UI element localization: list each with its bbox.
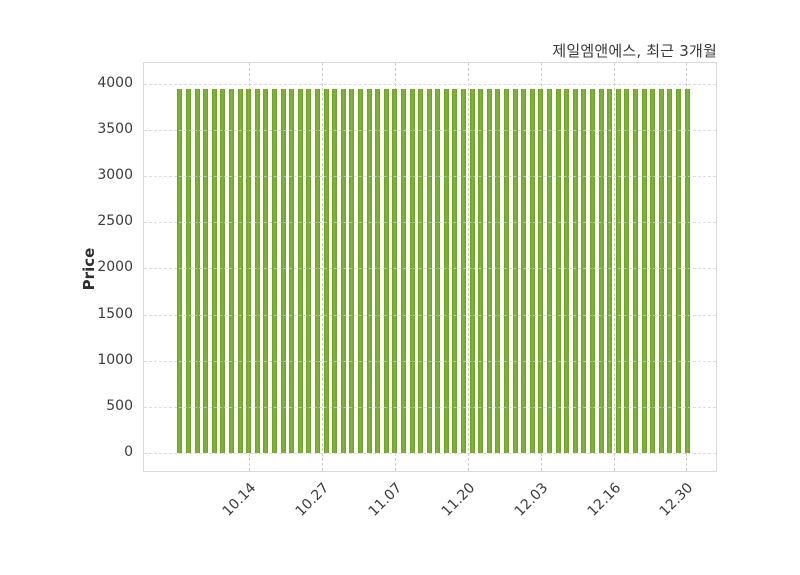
bar-16 — [314, 88, 320, 453]
bar-20 — [349, 88, 355, 453]
v-gridline-12.16 — [613, 63, 615, 471]
bar-43 — [547, 88, 552, 453]
bar-57 — [667, 88, 673, 453]
h-gridline-overlay-3000 — [144, 176, 716, 178]
bar-40 — [521, 88, 527, 453]
bar-25 — [392, 88, 398, 453]
bar-41 — [529, 88, 535, 453]
bar-48 — [589, 88, 595, 453]
bar-33 — [461, 88, 467, 453]
bar-29 — [426, 88, 432, 453]
bar-0 — [177, 88, 183, 453]
bar-52 — [624, 88, 630, 453]
bar-4 — [211, 88, 217, 453]
bar-8 — [246, 88, 252, 453]
y-tick-2500: 2500 — [97, 213, 133, 230]
h-gridline-overlay-4000 — [144, 84, 716, 86]
bar-51 — [615, 88, 621, 453]
bar-12 — [280, 88, 286, 453]
h-gridline-overlay-500 — [144, 406, 716, 408]
bar-2 — [194, 88, 200, 453]
bar-28 — [418, 88, 424, 453]
bar-10 — [263, 88, 269, 453]
bar-36 — [486, 88, 492, 453]
bar-50 — [607, 88, 613, 453]
bar-39 — [512, 88, 518, 453]
bar-18 — [332, 88, 338, 453]
bar-5 — [220, 88, 226, 453]
bar-11 — [272, 88, 278, 453]
bar-44 — [555, 88, 561, 453]
bar-45 — [564, 88, 570, 453]
h-gridline-overlay-3500 — [144, 130, 716, 132]
x-tick-10.27: 10.27 — [292, 480, 333, 520]
v-gridline-10.27 — [321, 63, 323, 471]
y-tick-3500: 3500 — [97, 121, 133, 138]
bar-15 — [306, 88, 312, 453]
x-tick-11.07: 11.07 — [365, 480, 406, 520]
x-tick-12.03: 12.03 — [511, 480, 551, 520]
bar-38 — [504, 88, 510, 453]
h-gridline-overlay-0 — [144, 452, 716, 454]
bar-21 — [357, 88, 363, 453]
y-tick-1500: 1500 — [97, 305, 133, 322]
bar-24 — [383, 88, 389, 453]
bar-3 — [203, 88, 209, 453]
bar-26 — [400, 88, 406, 453]
bar-23 — [375, 88, 381, 453]
bar-55 — [650, 88, 656, 453]
bar-32 — [452, 88, 458, 453]
y-tick-4000: 4000 — [97, 75, 133, 92]
bar-35 — [478, 88, 484, 453]
y-tick-500: 500 — [106, 397, 133, 414]
bar-17 — [323, 88, 329, 453]
bar-22 — [366, 88, 372, 453]
bar-54 — [641, 88, 647, 453]
bar-6 — [229, 88, 235, 453]
bar-47 — [581, 88, 587, 453]
bar-56 — [658, 88, 664, 453]
h-gridline-overlay-2500 — [144, 222, 716, 224]
bar-34 — [469, 88, 475, 453]
bar-42 — [538, 88, 544, 453]
bar-31 — [443, 88, 449, 453]
v-gridline-11.20 — [467, 63, 469, 471]
bar-9 — [254, 88, 260, 453]
plot-area — [143, 62, 717, 472]
bar-14 — [297, 88, 303, 453]
x-tick-11.20: 11.20 — [438, 480, 479, 520]
bar-49 — [598, 88, 604, 453]
bar-27 — [409, 88, 415, 453]
h-gridline-overlay-2000 — [144, 268, 716, 270]
y-tick-3000: 3000 — [97, 167, 133, 184]
x-tick-10.14: 10.14 — [219, 480, 260, 520]
bar-59 — [684, 88, 690, 453]
bar-19 — [340, 88, 346, 453]
bar-46 — [572, 88, 578, 453]
x-tick-12.16: 12.16 — [584, 480, 624, 520]
h-gridline-overlay-1000 — [144, 360, 716, 362]
bar-58 — [675, 88, 681, 453]
x-tick-12.30: 12.30 — [657, 480, 697, 520]
bar-7 — [237, 88, 243, 453]
bar-37 — [495, 88, 501, 453]
h-gridline-overlay-1500 — [144, 314, 716, 316]
bar-53 — [632, 88, 638, 453]
bar-1 — [186, 88, 192, 453]
y-tick-0: 0 — [124, 443, 133, 460]
y-tick-2000: 2000 — [97, 259, 133, 276]
y-tick-1000: 1000 — [97, 351, 133, 368]
bar-13 — [289, 88, 295, 453]
bar-30 — [435, 88, 441, 453]
chart-title: 제일엠앤에스, 최근 3개월 — [552, 42, 717, 60]
